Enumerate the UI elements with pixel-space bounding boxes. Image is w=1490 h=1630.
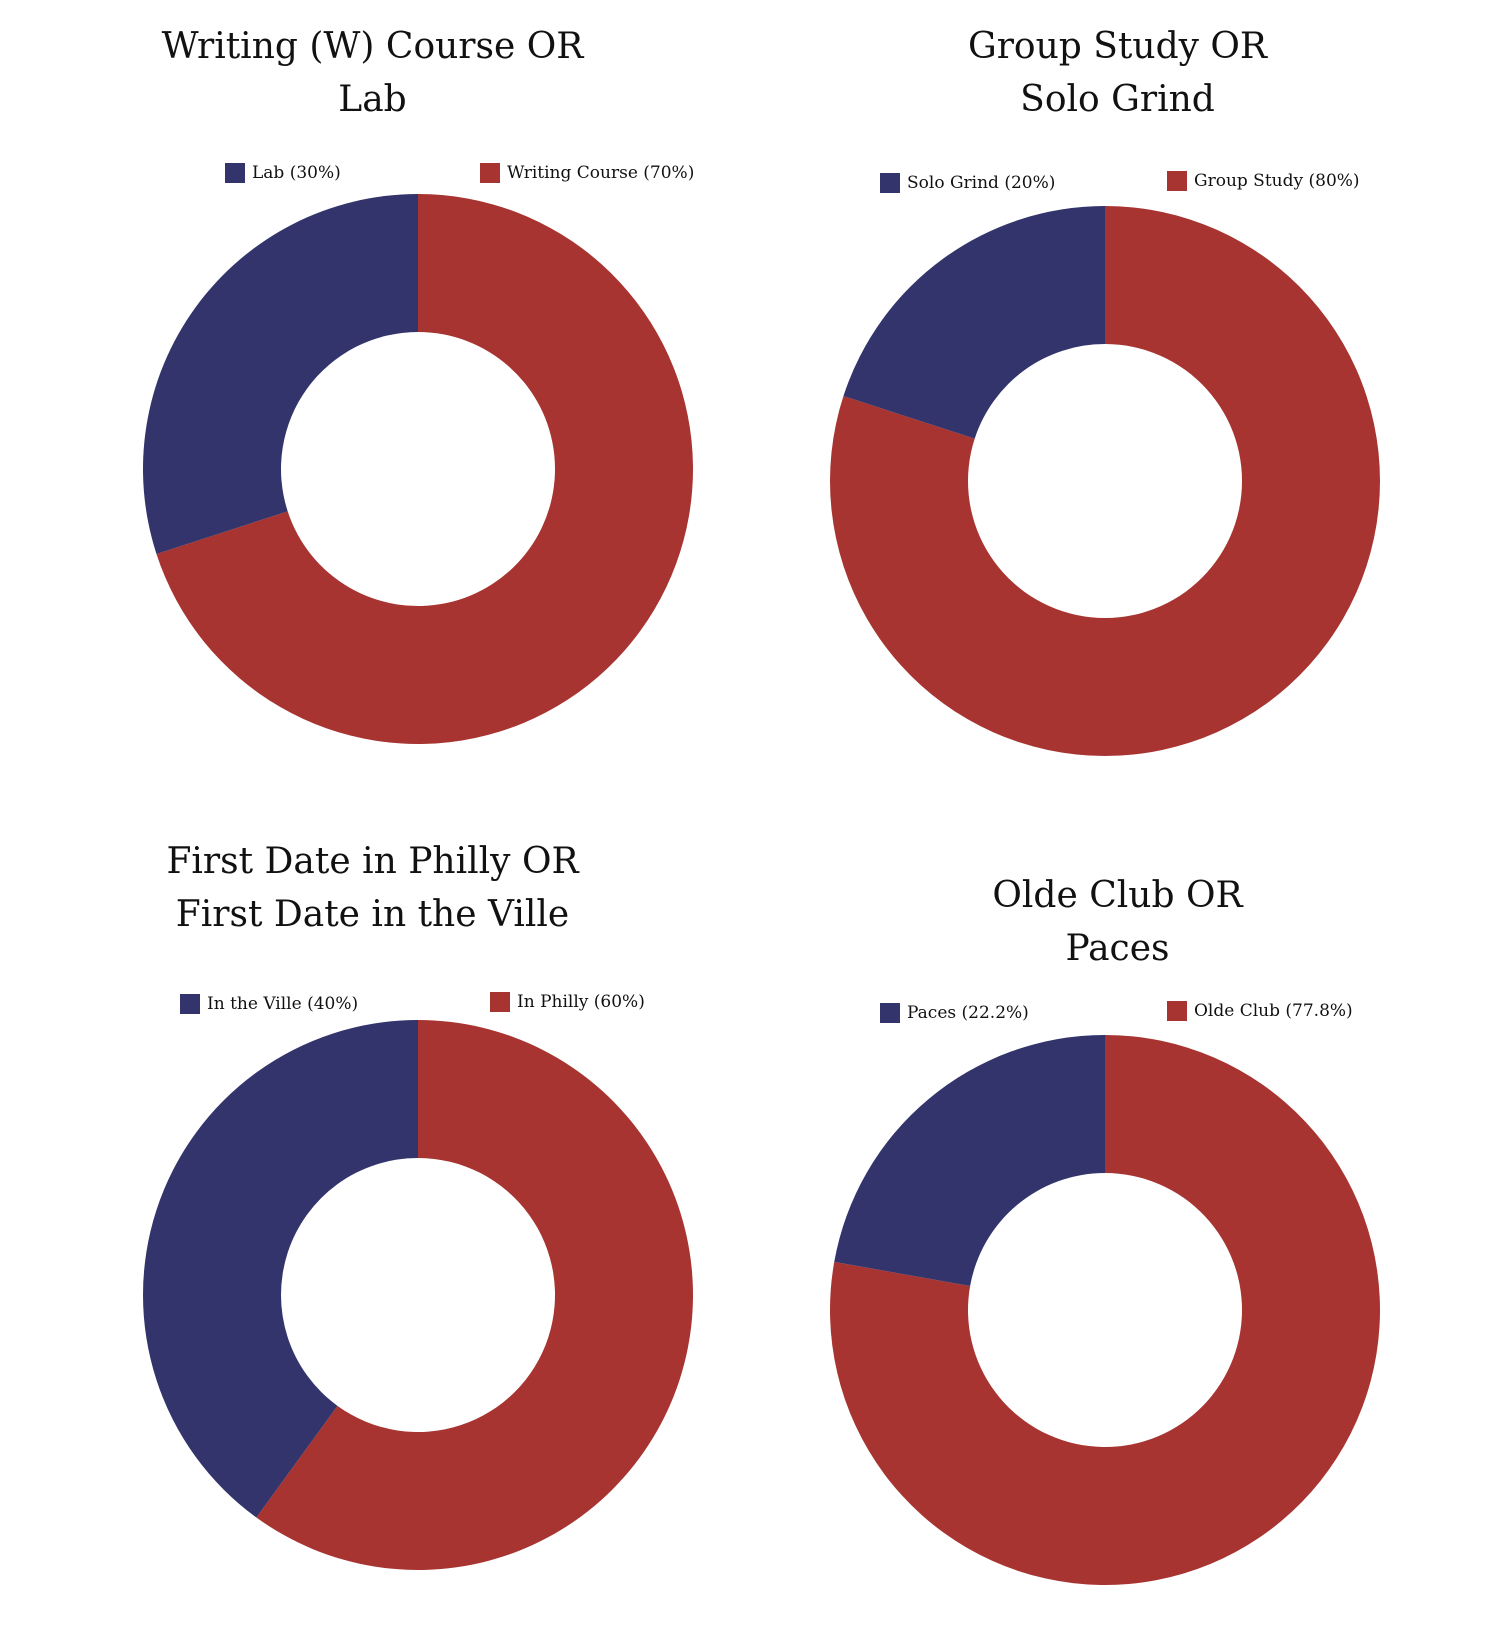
- chart-panel-1: Writing (W) Course OR Lab Lab (30%) Writ…: [0, 0, 745, 815]
- donut-slice-solo-grind: [843, 206, 1105, 439]
- chart-title: Writing (W) Course OR Lab: [0, 20, 745, 126]
- legend-swatch: [1167, 171, 1187, 191]
- chart-title-line-1: Writing (W) Course OR: [161, 26, 584, 67]
- donut-chart-1: [142, 194, 693, 744]
- legend-item-paces: Paces (22.2%): [880, 1003, 1029, 1023]
- legend-swatch: [180, 994, 200, 1014]
- legend-label: In the Ville (40%): [207, 994, 359, 1014]
- legend-label: Olde Club (77.8%): [1194, 1001, 1353, 1021]
- legend-swatch: [1167, 1001, 1187, 1021]
- legend-item-lab: Lab (30%): [225, 163, 341, 183]
- donut-slice-in-philly: [256, 1020, 694, 1570]
- legend-label: In Philly (60%): [517, 992, 645, 1012]
- chart-title-line-1: First Date in Philly OR: [166, 841, 579, 882]
- chart-title-line-1: Group Study OR: [967, 26, 1268, 67]
- legend-label: Lab (30%): [252, 163, 341, 183]
- chart-title-line-1: Olde Club OR: [992, 875, 1243, 916]
- legend-swatch: [490, 992, 510, 1012]
- legend-item-solo-grind: Solo Grind (20%): [880, 173, 1055, 193]
- donut-slice-group-study: [829, 206, 1380, 756]
- chart-title: Olde Club OR Paces: [745, 869, 1490, 975]
- legend-item-olde-club: Olde Club (77.8%): [1167, 1001, 1353, 1021]
- donut-chart-3: [143, 1020, 694, 1570]
- chart-title: First Date in Philly OR First Date in th…: [0, 835, 745, 941]
- donut-slice-olde-club: [830, 1035, 1380, 1585]
- donut-slice-paces: [834, 1035, 1105, 1287]
- legend-item-in-philly: In Philly (60%): [490, 992, 645, 1012]
- donut-slice-writing-course: [156, 194, 693, 744]
- legend-label: Writing Course (70%): [507, 163, 695, 183]
- legend-label: Solo Grind (20%): [907, 173, 1056, 193]
- legend-item-in-the-ville: In the Ville (40%): [180, 994, 358, 1014]
- legend-swatch: [225, 163, 245, 183]
- legend-label: Group Study (80%): [1194, 171, 1360, 191]
- donut-chart-4: [830, 1035, 1380, 1585]
- donut-slice-lab: [142, 194, 418, 554]
- legend-item-group-study: Group Study (80%): [1167, 171, 1360, 191]
- chart-title-line-2: Paces: [1065, 928, 1170, 969]
- donut-chart-2: [829, 206, 1380, 756]
- legend-label: Paces (22.2%): [907, 1003, 1029, 1023]
- donut-slice-in-the-ville: [143, 1020, 418, 1518]
- legend-swatch: [480, 163, 500, 183]
- chart-panel-4: Olde Club OR Paces Paces (22.2%) Olde Cl…: [745, 815, 1490, 1630]
- chart-panel-3: First Date in Philly OR First Date in th…: [0, 815, 745, 1630]
- chart-panel-2: Group Study OR Solo Grind Solo Grind (20…: [745, 0, 1490, 815]
- chart-title-line-2: Lab: [338, 79, 407, 120]
- chart-title: Group Study OR Solo Grind: [745, 20, 1490, 126]
- legend-swatch: [880, 1003, 900, 1023]
- chart-title-line-2: Solo Grind: [1020, 79, 1215, 120]
- chart-title-line-2: First Date in the Ville: [175, 894, 570, 935]
- legend-item-writing-course: Writing Course (70%): [480, 163, 694, 183]
- legend-swatch: [880, 173, 900, 193]
